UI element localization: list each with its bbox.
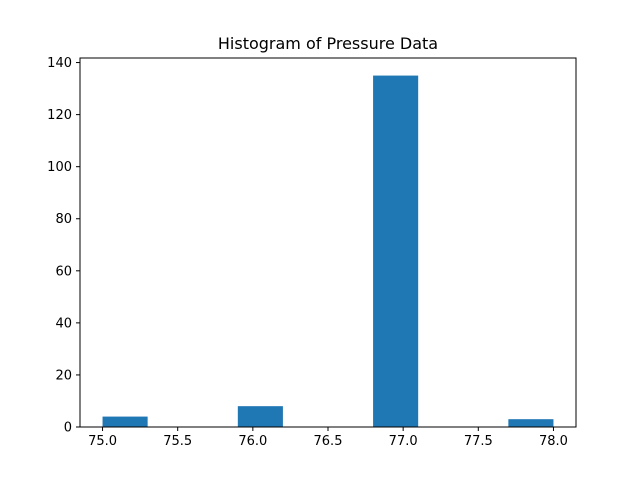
x-tick-label: 77.5 [464, 434, 493, 449]
histogram-bar-9 [508, 419, 554, 427]
y-tick-label: 140 [47, 56, 72, 71]
x-tick-label: 76.0 [238, 434, 267, 449]
x-tick-label: 78.0 [539, 434, 568, 449]
histogram-bar-3 [237, 406, 283, 427]
y-tick-label: 20 [55, 368, 72, 383]
histogram-bar-6 [373, 75, 419, 428]
x-tick-label: 76.5 [314, 434, 343, 449]
bars-group [102, 75, 554, 428]
y-tick-label: 0 [64, 421, 72, 436]
y-tick-label: 100 [47, 160, 72, 175]
x-tick-label: 75.5 [163, 434, 192, 449]
y-axis-ticks: 0 20 40 60 80 100 120 140 [47, 56, 80, 436]
y-tick-label: 80 [55, 212, 72, 227]
y-tick-label: 120 [47, 108, 72, 123]
histogram-bar-0 [102, 416, 148, 427]
chart-title: Histogram of Pressure Data [218, 34, 438, 53]
x-axis-ticks: 75.0 75.5 76.0 76.5 77.0 77.5 78.0 [88, 427, 568, 449]
x-tick-label: 77.0 [389, 434, 418, 449]
y-tick-label: 60 [55, 264, 72, 279]
x-tick-label: 75.0 [88, 434, 117, 449]
y-tick-label: 40 [55, 316, 72, 331]
